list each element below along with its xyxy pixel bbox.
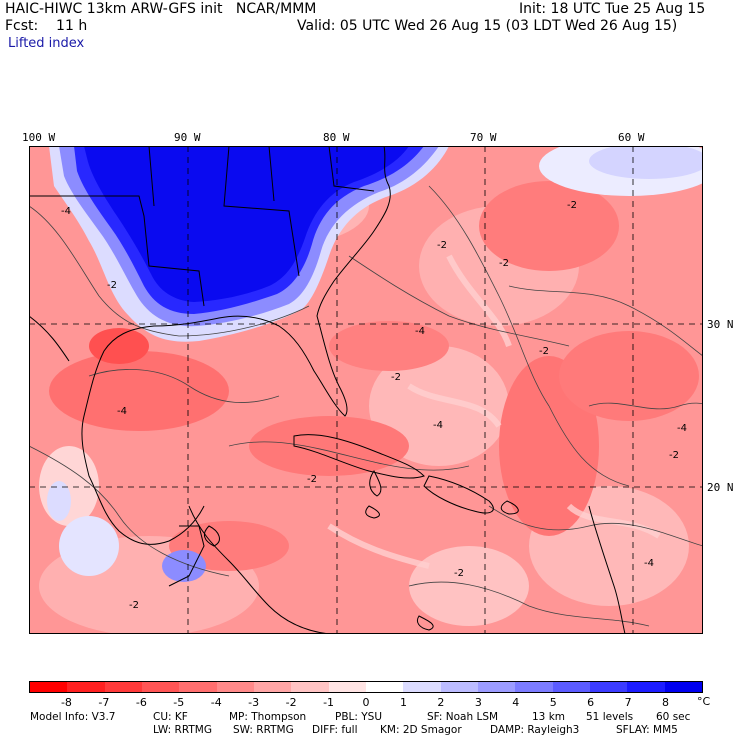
diffusion-option: DIFF: full xyxy=(312,724,358,736)
colorbar-tick-label: -4 xyxy=(210,696,222,709)
lifted-index-map: -4 -2 -4 -2 -4 -2 -2 -2 -2 -4 -2 -4 -2 -… xyxy=(29,146,703,634)
lat-label-30n: 30 N xyxy=(707,318,734,331)
colorbar-tick-label: -3 xyxy=(248,696,260,709)
map-frame xyxy=(29,146,703,634)
contour-label: -2 xyxy=(437,240,447,251)
contour-label: -4 xyxy=(415,326,425,337)
cumulus-scheme: CU: KF xyxy=(153,711,188,723)
colorbar-swatch xyxy=(365,682,404,692)
lat-label-20n: 20 N xyxy=(707,481,734,494)
colorbar-tick-label: 3 xyxy=(474,696,482,709)
colorbar-swatch xyxy=(291,682,329,692)
longwave-scheme: LW: RRTMG xyxy=(153,724,212,736)
contour-label: -4 xyxy=(677,423,687,434)
contour-label: -2 xyxy=(567,200,577,211)
contour-label: -2 xyxy=(669,450,679,461)
colorbar-swatch xyxy=(104,682,142,692)
colorbar-tick-label: -2 xyxy=(285,696,297,709)
contour-label: -2 xyxy=(539,346,549,357)
colorbar-tick-label: 6 xyxy=(587,696,595,709)
colorbar-tick-label: 8 xyxy=(662,696,670,709)
colorbar-tick-label: 5 xyxy=(549,696,557,709)
colorbar-swatch xyxy=(67,682,105,692)
lon-label-70w: 70 W xyxy=(470,131,497,144)
vertical-levels: 51 levels xyxy=(586,711,634,723)
plot-title: HAIC-HIWC 13km ARW-GFS init NCAR/MMM xyxy=(5,1,317,17)
colorbar-swatch xyxy=(440,682,478,692)
valid-time: Valid: 05 UTC Wed 26 Aug 15 (03 LDT Wed … xyxy=(297,18,678,34)
forecast-hour: Fcst: 11 h xyxy=(5,18,88,34)
colorbar-swatch xyxy=(515,682,553,692)
grid-spacing: 13 km xyxy=(532,711,566,723)
pbl-scheme: PBL: YSU xyxy=(335,711,383,723)
colorbar-swatch xyxy=(552,682,590,692)
time-step: 60 sec xyxy=(656,711,691,723)
colorbar-swatch xyxy=(403,682,441,692)
colorbar-tick-label: 0 xyxy=(362,696,370,709)
colorbar-swatch xyxy=(216,682,254,692)
colorbar-tick-label: 2 xyxy=(437,696,445,709)
eddy-coefficient-option: KM: 2D Smagor xyxy=(380,724,462,736)
lon-label-80w: 80 W xyxy=(323,131,350,144)
contour-label: -4 xyxy=(117,406,127,417)
colorbar-swatch xyxy=(589,682,628,692)
contour-label: -2 xyxy=(129,600,139,611)
shortwave-scheme: SW: RRTMG xyxy=(233,724,294,736)
surface-scheme: SF: Noah LSM xyxy=(427,711,499,723)
colorbar-tick-label: -1 xyxy=(323,696,335,709)
lon-label-100w: 100 W xyxy=(22,131,56,144)
colorbar-swatch xyxy=(253,682,292,692)
damping-option: DAMP: Rayleigh3 xyxy=(490,724,580,736)
colorbar-swatch xyxy=(664,682,702,692)
colorbar xyxy=(29,681,703,693)
colorbar-tick-label: 1 xyxy=(399,696,407,709)
contour-label: -4 xyxy=(433,420,443,431)
colorbar-tick-label: 4 xyxy=(512,696,520,709)
lon-label-90w: 90 W xyxy=(174,131,201,144)
colorbar-tick-label: -6 xyxy=(135,696,147,709)
contour-lines xyxy=(29,185,703,627)
colorbar-swatch xyxy=(477,682,516,692)
surface-layer-scheme: SFLAY: MM5 xyxy=(616,724,678,736)
colorbar-swatch xyxy=(30,682,68,692)
contour-label: -4 xyxy=(61,206,71,217)
colorbar-tick-label: -5 xyxy=(173,696,185,709)
model-version: Model Info: V3.7 xyxy=(30,711,116,723)
contour-label: -4 xyxy=(644,558,654,569)
init-time: Init: 18 UTC Tue 25 Aug 15 xyxy=(519,1,706,17)
colorbar-tick-label: -7 xyxy=(98,696,110,709)
colorbar-unit: °C xyxy=(697,695,711,708)
colorbar-swatch xyxy=(141,682,180,692)
contour-label: -2 xyxy=(499,258,509,269)
field-wisps xyxy=(327,254,661,569)
stable-air-region xyxy=(47,146,703,582)
colorbar-swatch xyxy=(627,682,665,692)
microphysics-scheme: MP: Thompson xyxy=(229,711,307,723)
colorbar-tick-label: 7 xyxy=(624,696,632,709)
coastlines xyxy=(29,146,626,634)
graticule xyxy=(29,146,703,634)
contour-label: -2 xyxy=(454,568,464,579)
colorbar-swatch xyxy=(328,682,366,692)
colorbar-tick-label: -8 xyxy=(60,696,72,709)
field-name: Lifted index xyxy=(8,36,85,51)
colorbar-swatch xyxy=(179,682,217,692)
contour-label: -2 xyxy=(107,280,117,291)
contour-labels: -4 -2 -4 -2 -4 -2 -2 -2 -2 -4 -2 -4 -2 -… xyxy=(61,200,687,611)
contour-label: -2 xyxy=(391,372,401,383)
contour-label: -2 xyxy=(307,474,317,485)
lon-label-60w: 60 W xyxy=(618,131,645,144)
